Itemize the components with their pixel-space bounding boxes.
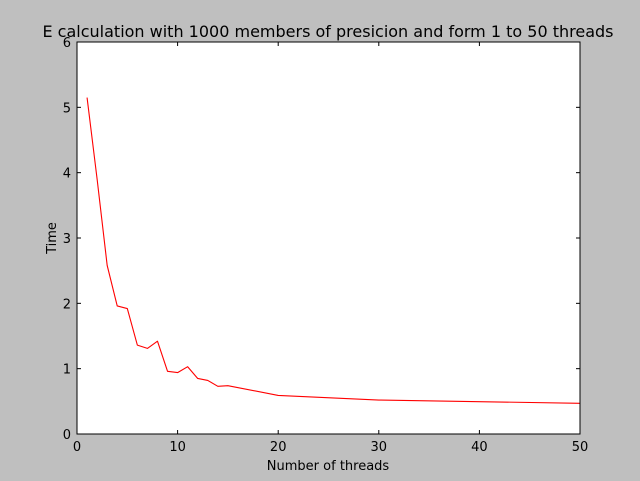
y-tick-label-1: 1 [63,363,71,378]
series-line-0 [86,97,581,404]
y-tick-label-6: 6 [63,36,71,51]
x-tick-label-5: 50 [572,440,589,455]
x-tick-label-3: 30 [371,440,388,455]
plot-area [77,42,580,434]
x-tick-label-2: 20 [270,440,287,455]
x-tick-label-1: 10 [169,440,186,455]
x-axis-label: Number of threads [267,459,390,474]
plot-frame [76,41,581,435]
x-tick-label-4: 40 [471,440,488,455]
x-tick-label-0: 0 [73,440,81,455]
y-tick-label-3: 3 [63,232,71,247]
y-tick-label-0: 0 [63,428,71,443]
y-tick-label-5: 5 [63,101,71,116]
y-axis-label: Time [45,222,60,255]
y-tick-label-4: 4 [63,167,71,182]
chart-title: E calculation with 1000 members of presi… [42,22,613,41]
y-tick-label-2: 2 [63,297,71,312]
